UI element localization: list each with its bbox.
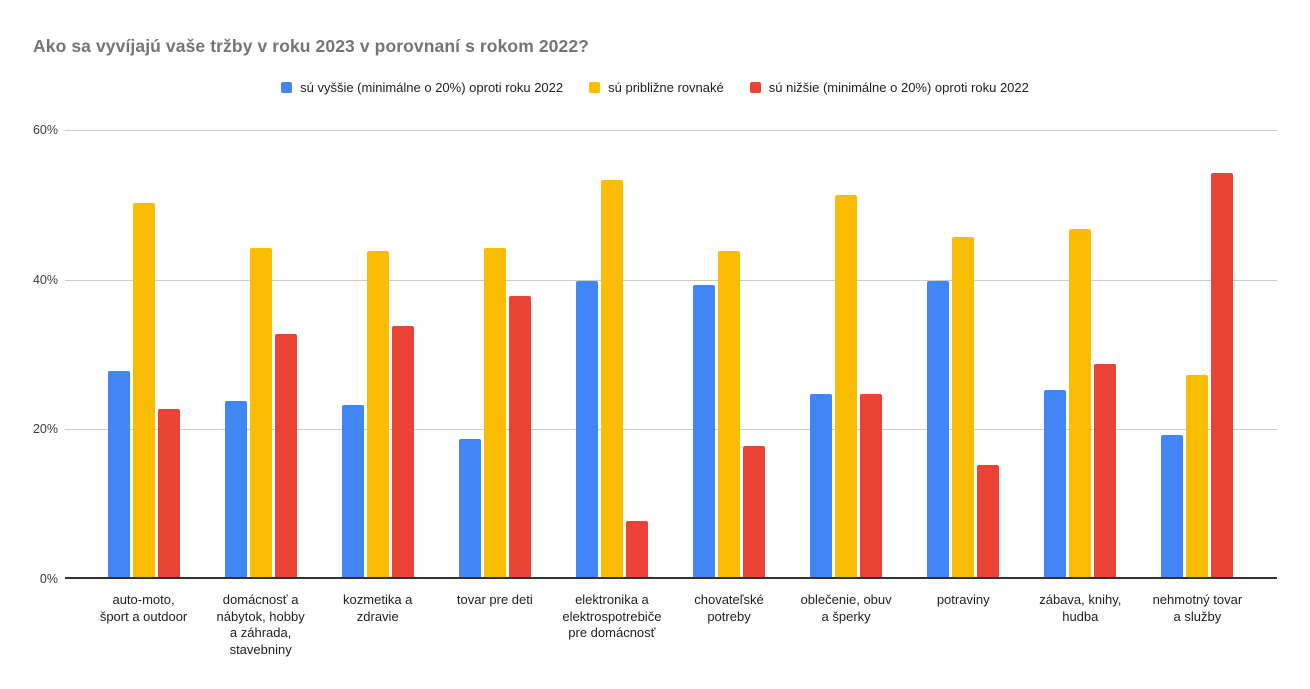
gridline-40% (65, 279, 1277, 281)
x-axis-label-0: auto-moto, šport a outdoor (99, 592, 188, 624)
bar-lower-7[interactable] (977, 464, 1000, 577)
x-axis-label-7: potraviny (936, 592, 990, 607)
bar-same-8[interactable] (1069, 229, 1092, 577)
y-axis-labels: 0% 20% 40% 60% (0, 123, 58, 586)
bar-same-2[interactable] (366, 251, 389, 577)
y-tick-label-40%: 40% (32, 272, 58, 287)
bar-lower-5[interactable] (743, 446, 766, 577)
x-axis-label-2: kozmetika a zdravie (343, 592, 413, 624)
bar-same-1[interactable] (249, 247, 272, 577)
bar-group-0 (85, 130, 202, 577)
bar-lower-6[interactable] (860, 393, 883, 577)
legend-marker-higher-icon (281, 82, 293, 93)
bar-group-3 (436, 130, 553, 577)
legend-label-higher: sú vyššie (minimálne o 20%) oproti roku … (300, 80, 564, 95)
legend-item-lower: sú nižšie (minimálne o 20%) oproti roku … (749, 80, 1029, 95)
bar-lower-3[interactable] (508, 296, 531, 577)
bar-higher-7[interactable] (927, 281, 950, 577)
bar-higher-4[interactable] (575, 281, 598, 577)
bar-lower-2[interactable] (391, 326, 414, 577)
x-axis-label-4: elektronika a elektrospotrebiče pre domá… (562, 592, 662, 640)
bar-higher-6[interactable] (810, 393, 833, 577)
bar-same-3[interactable] (483, 247, 506, 577)
bar-higher-0[interactable] (107, 371, 130, 577)
bar-group-6 (788, 130, 905, 577)
bar-group-8 (1022, 130, 1139, 577)
bar-same-7[interactable] (952, 236, 975, 577)
legend-item-same: sú približne rovnaké (589, 80, 724, 95)
legend: sú vyššie (minimálne o 20%) oproti roku … (0, 80, 1310, 95)
bar-group-1 (202, 130, 319, 577)
bar-lower-9[interactable] (1211, 172, 1234, 577)
bar-lower-4[interactable] (625, 520, 648, 577)
legend-label-lower: sú nižšie (minimálne o 20%) oproti roku … (768, 80, 1029, 95)
bar-same-4[interactable] (600, 180, 623, 577)
bar-group-5 (670, 130, 787, 577)
y-tick-label-0%: 0% (39, 572, 58, 586)
chart-title: Ako sa vyvíjajú vaše tržby v roku 2023 v… (33, 36, 589, 56)
bar-same-5[interactable] (718, 251, 741, 577)
x-axis-label-6: oblečenie, obuv a šperky (800, 592, 892, 624)
bar-same-0[interactable] (132, 202, 155, 577)
bar-same-9[interactable] (1186, 374, 1209, 577)
bar-higher-5[interactable] (693, 285, 716, 577)
gridline-60% (65, 130, 1277, 131)
bar-group-7 (905, 130, 1022, 577)
bar-group-2 (319, 130, 436, 577)
x-axis-label-5: chovateľské potreby (694, 592, 764, 624)
y-tick-label-20%: 20% (32, 422, 58, 437)
bar-group-4 (553, 130, 670, 577)
x-axis-label-9: nehmotný tovar a služby (1152, 592, 1243, 624)
bar-higher-9[interactable] (1161, 434, 1184, 577)
bar-higher-3[interactable] (458, 438, 481, 577)
y-tick-label-60%: 60% (32, 123, 58, 137)
bar-higher-1[interactable] (224, 401, 247, 577)
gridline-20% (65, 429, 1277, 431)
bar-lower-0[interactable] (157, 408, 180, 577)
x-axis-labels: auto-moto, šport a outdoor domácnosť a ná… (85, 592, 1256, 658)
bar-lower-1[interactable] (274, 333, 297, 577)
bar-higher-2[interactable] (341, 404, 364, 577)
legend-label-same: sú približne rovnaké (608, 80, 724, 95)
bars-region (85, 130, 1256, 577)
x-axis-label-3: tovar pre deti (456, 592, 533, 607)
bar-group-9 (1139, 130, 1256, 577)
bar-same-6[interactable] (835, 195, 858, 577)
bar-higher-8[interactable] (1044, 389, 1067, 577)
x-axis-label-8: zábava, knihy, hudba (1039, 592, 1122, 624)
plot-area (65, 130, 1277, 579)
legend-marker-same-icon (589, 82, 601, 93)
bar-lower-8[interactable] (1094, 363, 1117, 577)
legend-item-higher: sú vyššie (minimálne o 20%) oproti roku … (281, 80, 563, 95)
legend-marker-lower-icon (749, 82, 761, 93)
x-axis-label-1: domácnosť a nábytok, hobby a záhrada, st… (216, 592, 305, 657)
